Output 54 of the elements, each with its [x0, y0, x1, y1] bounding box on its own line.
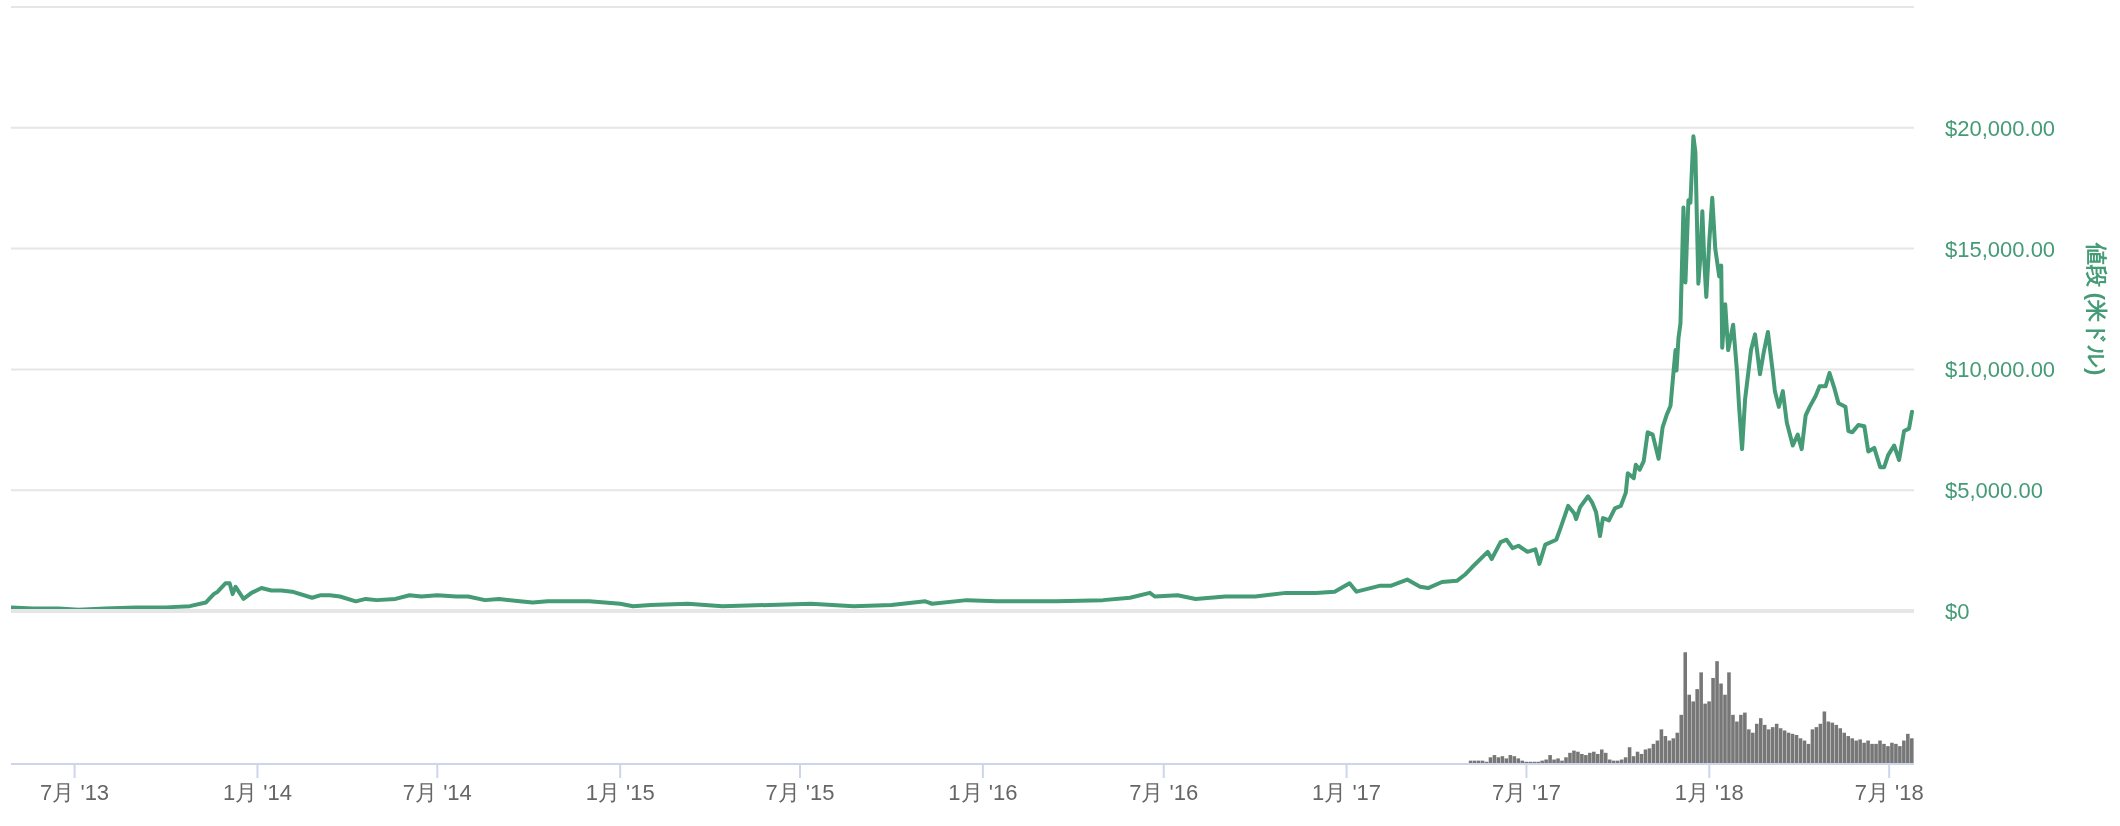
- x-tick-label: 1月 '15: [585, 779, 655, 805]
- bar: [1890, 742, 1894, 764]
- bar: [1910, 738, 1914, 764]
- bar: [1548, 755, 1552, 764]
- x-tick-label: 7月 '15: [765, 779, 835, 805]
- bar: [1906, 733, 1910, 764]
- bar: [1894, 743, 1898, 764]
- bar: [1858, 739, 1862, 764]
- bar: [1568, 752, 1572, 764]
- bar: [1556, 758, 1560, 764]
- x-tick-label: 7月 '18: [1854, 779, 1924, 805]
- x-tick-label: 7月 '17: [1491, 779, 1561, 805]
- x-tick-label: 7月 '16: [1129, 779, 1199, 805]
- x-tick-label: 1月 '14: [222, 779, 292, 805]
- bar: [1592, 751, 1596, 764]
- bar: [1739, 714, 1743, 764]
- bar: [1874, 743, 1878, 764]
- bar: [1699, 672, 1703, 764]
- bar: [1866, 740, 1870, 764]
- bar: [1596, 753, 1600, 764]
- x-tick-label: 1月 '18: [1674, 779, 1744, 805]
- x-tick-label: 7月 '13: [40, 779, 110, 805]
- bar: [1850, 738, 1854, 764]
- bar: [1572, 750, 1576, 764]
- bar: [1766, 729, 1771, 764]
- bar: [1842, 732, 1847, 764]
- bar: [1870, 743, 1874, 764]
- bar: [1603, 752, 1608, 764]
- bar: [1758, 718, 1763, 764]
- bar: [1576, 751, 1580, 764]
- x-tick-label: 1月 '16: [948, 779, 1018, 805]
- bar: [1715, 661, 1719, 764]
- bar: [1854, 740, 1858, 764]
- y-tick-label: $10,000.00: [1945, 356, 2056, 382]
- bar: [1564, 757, 1568, 764]
- bar: [1727, 672, 1731, 764]
- bar: [1599, 749, 1604, 764]
- y-tick-label: $0: [1945, 598, 1970, 624]
- bar: [1683, 652, 1688, 764]
- bar: [1580, 753, 1584, 764]
- y-tick-label: $20,000.00: [1945, 115, 2056, 141]
- line-series: [11, 134, 1914, 611]
- bar: [1584, 755, 1588, 764]
- x-tick-label: 1月 '17: [1312, 779, 1382, 805]
- bar: [1886, 746, 1890, 764]
- y-tick-label: $15,000.00: [1945, 236, 2056, 262]
- bar: [1588, 752, 1592, 764]
- y-axis-title: 値段 (米ドル): [2084, 241, 2110, 376]
- bar: [1743, 712, 1747, 764]
- y-tick-label: $5,000.00: [1945, 477, 2043, 503]
- bar: [1862, 742, 1866, 764]
- bar: [1838, 728, 1843, 764]
- x-tick-label: 7月 '14: [402, 779, 472, 805]
- bar: [1846, 736, 1850, 764]
